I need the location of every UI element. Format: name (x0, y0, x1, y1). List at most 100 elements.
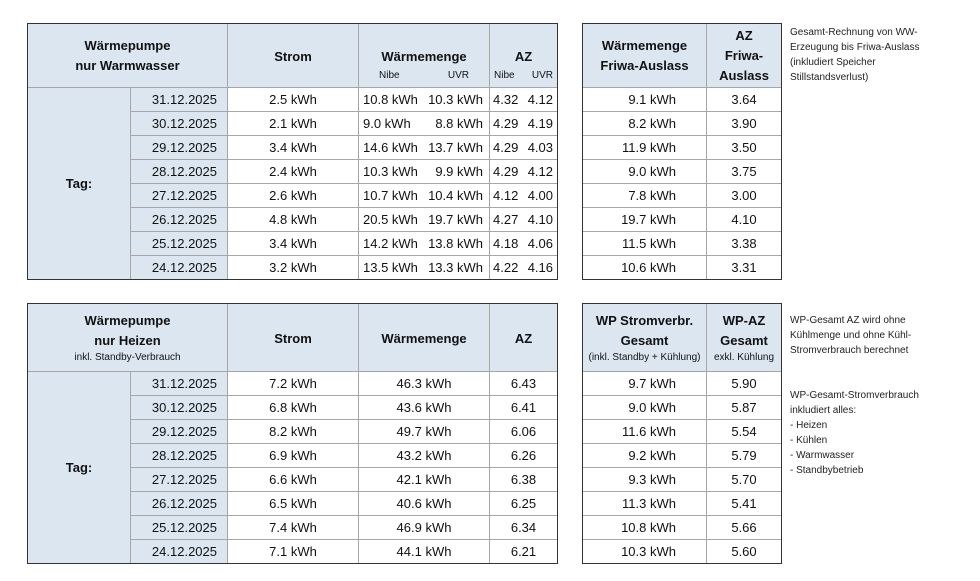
cell-text: 9.1 kWh (628, 92, 676, 107)
note-line: WP-Gesamt AZ wird ohne (790, 315, 906, 326)
cell-text: 6.38 (510, 472, 537, 487)
value-cell: 3.4 kWh (227, 231, 359, 256)
cell-text: 4.10 (527, 212, 553, 227)
header-title: Wärmepumpe nur Heizen inkl. Standby-Verbra… (27, 303, 228, 372)
value-cell: 7.8 kWh (582, 183, 707, 208)
header-title: Wärmepumpe nur Warmwasser (27, 23, 228, 88)
value-cell: 5.66 (706, 515, 782, 540)
value-cell: 6.34 (489, 515, 558, 540)
cell-text: UVR (447, 70, 469, 81)
value-cell: 2.1 kWh (227, 111, 359, 136)
cell-text: 5.70 (731, 472, 757, 487)
value-cell: 20.5 kWh 19.7 kWh (358, 207, 490, 232)
value-cell: 9.2 kWh (582, 443, 707, 468)
cell-text: 3.4 kWh (269, 140, 317, 155)
header-strom: Strom (227, 23, 359, 88)
value-cell: 3.31 (706, 255, 782, 280)
cell-text: Nibe (494, 70, 515, 81)
cell-text: Auslass (719, 68, 769, 83)
value-cell: 3.90 (706, 111, 782, 136)
cell-text: Wärmepumpe (84, 38, 171, 53)
cell-text: Nibe (379, 70, 400, 81)
date-cell: 25.12.2025 (130, 231, 228, 256)
cell-text: 3.31 (731, 260, 757, 275)
date-cell: 30.12.2025 (130, 395, 228, 420)
date-cell: 29.12.2025 (130, 135, 228, 160)
cell-text: Gesamt (620, 333, 669, 348)
note-line: - Warmwasser (790, 450, 855, 461)
cell-text: 2.1 kWh (269, 116, 317, 131)
value-cell: 10.8 kWh 10.3 kWh (358, 87, 490, 112)
date-cell: 29.12.2025 (130, 419, 228, 444)
cell-text: 10.3 kWh (621, 544, 676, 559)
value-cell: 4.27 4.10 (489, 207, 558, 232)
cell-text: 6.06 (510, 424, 537, 439)
date-cell: 26.12.2025 (130, 207, 228, 232)
date-cell: 27.12.2025 (130, 183, 228, 208)
value-cell: 9.0 kWh (582, 159, 707, 184)
cell-text: 5.87 (731, 400, 757, 415)
cell-text: 4.29 (493, 116, 519, 131)
value-cell: 3.64 (706, 87, 782, 112)
cell-text: nur Heizen (94, 333, 161, 348)
cell-text: 24.12.2025 (151, 544, 217, 559)
cell-text: Wärmepumpe (84, 313, 171, 328)
cell-text: 46.9 kWh (396, 520, 452, 535)
cell-text: 4.32 (493, 92, 519, 107)
note-line: WP-Gesamt-Stromverbrauch (790, 390, 919, 401)
value-cell: 11.6 kWh (582, 419, 707, 444)
value-cell: 40.6 kWh (358, 491, 490, 516)
side-header: AZ Friwa- Auslass (706, 23, 782, 88)
cell-text: 5.66 (731, 520, 757, 535)
cell-text: 5.79 (731, 448, 757, 463)
cell-text: 26.12.2025 (151, 212, 217, 227)
cell-text: Strom (274, 49, 312, 64)
cell-text: 8.2 kWh (269, 424, 317, 439)
value-cell: 6.41 (489, 395, 558, 420)
value-cell: 3.00 (706, 183, 782, 208)
side-header: Wärmemenge Friwa-Auslass (582, 23, 707, 88)
value-cell: 5.70 (706, 467, 782, 492)
cell-text: 4.16 (527, 260, 553, 275)
note-line: Stromverbrauch berechnet (790, 345, 909, 356)
value-cell: 4.10 (706, 207, 782, 232)
cell-text: 3.90 (731, 116, 757, 131)
cell-text: (inkl. Standby + Kühlung) (588, 352, 701, 363)
value-cell: 3.38 (706, 231, 782, 256)
cell-text: 27.12.2025 (151, 472, 217, 487)
value-cell: 5.79 (706, 443, 782, 468)
cell-text: inkl. Standby-Verbrauch (74, 352, 181, 363)
value-cell: 5.41 (706, 491, 782, 516)
cell-text: 11.6 kWh (622, 424, 676, 439)
cell-text: Gesamt (720, 333, 768, 348)
cell-text: 14.6 kWh (363, 140, 418, 155)
cell-text: 9.7 kWh (628, 376, 676, 391)
value-cell: 10.3 kWh (582, 539, 707, 564)
note-line: (inkludiert Speicher (790, 57, 876, 68)
note-line: - Kühlen (790, 435, 828, 446)
cell-text: 4.29 (493, 164, 519, 179)
cell-text: 25.12.2025 (151, 236, 217, 251)
value-cell: 9.0 kWh 8.8 kWh (358, 111, 490, 136)
value-cell: 2.6 kWh (227, 183, 359, 208)
cell-text: AZ (514, 49, 533, 64)
cell-text: Tag: (65, 176, 93, 191)
cell-text: exkl. Kühlung (713, 352, 775, 363)
cell-text: WP Stromverbr. (595, 313, 694, 328)
value-cell: 9.0 kWh (582, 395, 707, 420)
cell-text: 13.5 kWh (363, 260, 418, 275)
value-cell: 10.6 kWh (582, 255, 707, 280)
note-line: inkludiert alles: (790, 405, 857, 416)
date-cell: 25.12.2025 (130, 515, 228, 540)
value-cell: 11.3 kWh (582, 491, 707, 516)
cell-text: Friwa-Auslass (600, 58, 689, 73)
date-cell: 31.12.2025 (130, 87, 228, 112)
cell-text: 13.8 kWh (428, 236, 483, 251)
cell-text: 10.4 kWh (428, 188, 483, 203)
cell-text: 2.4 kWh (269, 164, 317, 179)
cell-text: 3.75 (731, 164, 757, 179)
value-cell: 7.1 kWh (227, 539, 359, 564)
cell-text: 6.9 kWh (269, 448, 317, 463)
cell-text: 4.19 (527, 116, 553, 131)
value-cell: 7.2 kWh (227, 371, 359, 396)
